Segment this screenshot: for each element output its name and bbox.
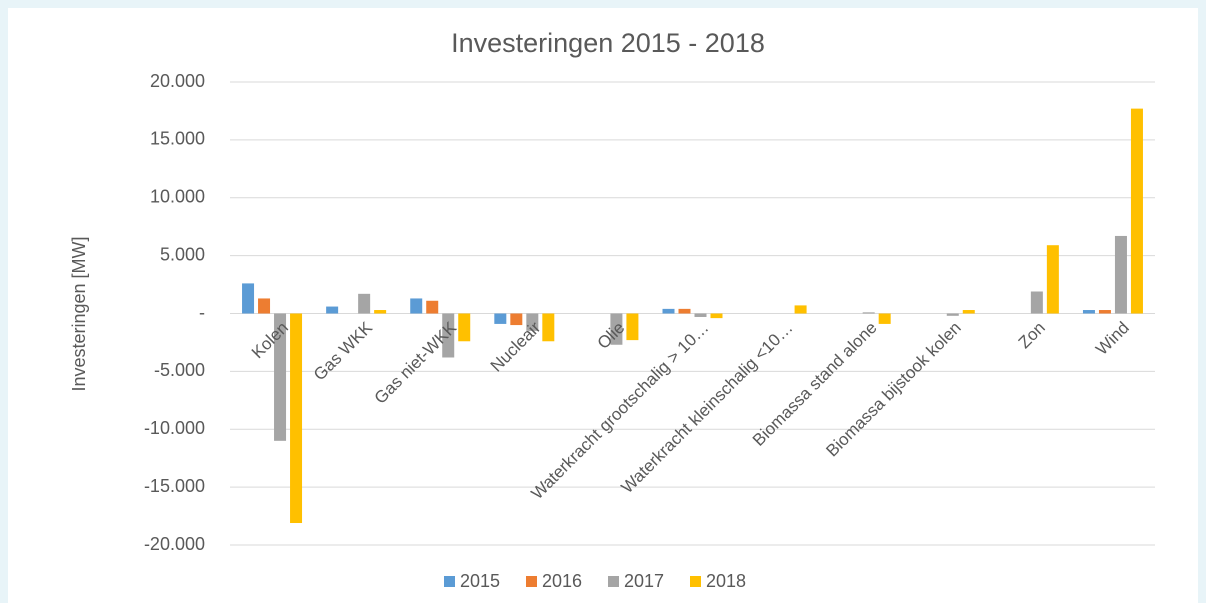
legend-label: 2016 [542, 571, 582, 591]
bar [426, 300, 439, 314]
bar [458, 313, 471, 342]
bar [442, 313, 455, 358]
y-tick-label: 15.000 [150, 129, 205, 149]
bar [710, 313, 723, 319]
y-axis-label: Investeringen [MW] [69, 236, 89, 391]
bar [1030, 291, 1043, 314]
bar [374, 310, 387, 314]
bar [1098, 310, 1111, 314]
chart-title: Investeringen 2015 - 2018 [451, 28, 765, 58]
bar [962, 310, 975, 314]
y-tick-label: 10.000 [150, 187, 205, 207]
bar [1082, 310, 1095, 314]
bar [510, 313, 523, 326]
legend-swatch [444, 576, 455, 587]
bar [326, 306, 339, 314]
y-tick-label: -15.000 [144, 476, 205, 496]
bar [274, 313, 287, 441]
bar [626, 313, 639, 341]
bar [794, 305, 807, 314]
bar [526, 313, 539, 331]
bar [878, 313, 891, 324]
y-tick-label: - [199, 302, 205, 322]
bar [1114, 235, 1127, 314]
bar [542, 313, 555, 342]
bar [1130, 108, 1143, 314]
legend-swatch [526, 576, 537, 587]
bar [862, 312, 875, 314]
bar [290, 313, 303, 524]
y-tick-label: -10.000 [144, 418, 205, 438]
bar [258, 298, 271, 314]
y-tick-label: 20.000 [150, 71, 205, 91]
y-tick-label: -20.000 [144, 534, 205, 554]
legend-label: 2018 [706, 571, 746, 591]
bar [662, 308, 675, 314]
bar [610, 313, 623, 345]
y-tick-label: -5.000 [154, 360, 205, 380]
bar [410, 298, 423, 314]
legend-swatch [608, 576, 619, 587]
legend-label: 2015 [460, 571, 500, 591]
legend-label: 2017 [624, 571, 664, 591]
y-tick-label: 5.000 [160, 244, 205, 264]
chart-area [8, 8, 1198, 603]
bar [242, 283, 255, 314]
bar [358, 293, 371, 314]
bar [494, 313, 507, 324]
bar [694, 313, 707, 317]
bar [1046, 245, 1059, 314]
bar [946, 313, 959, 316]
legend-swatch [690, 576, 701, 587]
bar [678, 308, 691, 314]
